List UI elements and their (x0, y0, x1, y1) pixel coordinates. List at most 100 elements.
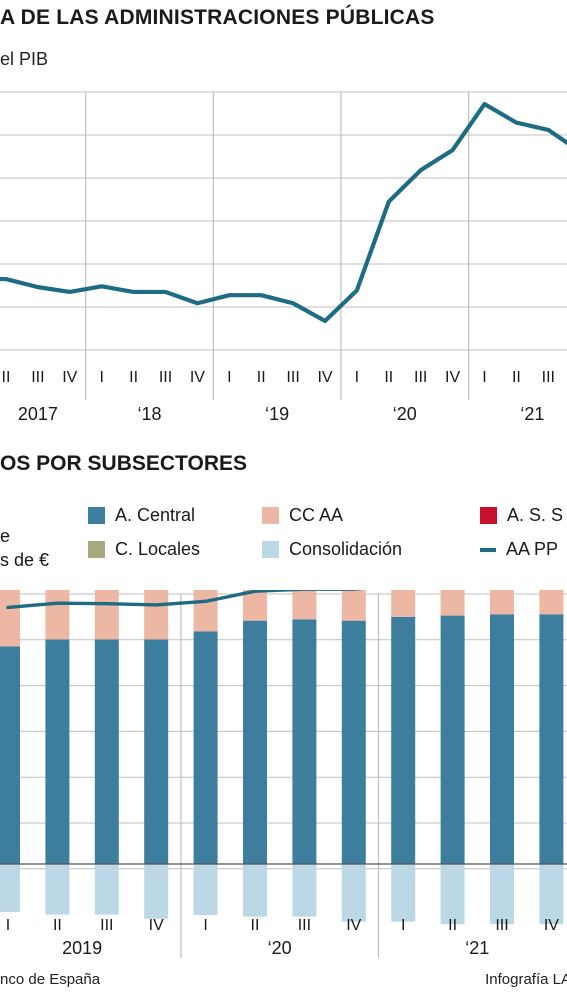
legend-item-ccaa: CC AA (262, 505, 343, 526)
bar-ccaa (341, 590, 366, 621)
bar-ccaa (490, 590, 514, 615)
bar-consolidacion (292, 864, 317, 917)
x-tick-label: III (298, 917, 311, 934)
x-tick-label: III (159, 369, 172, 386)
bar-consolidacion (490, 864, 514, 925)
bar-central (243, 620, 267, 864)
bar-ccaa (243, 590, 267, 621)
x-tick-label: II (448, 917, 457, 934)
bar-consolidacion (391, 864, 416, 922)
legend-swatch-consolidacion (262, 541, 279, 558)
legend-swatch-ass (480, 507, 497, 524)
bar-central (391, 616, 416, 864)
year-label: ‘21 (465, 938, 489, 958)
x-tick-label: IV (445, 369, 460, 386)
source-note: nco de España (0, 971, 101, 988)
bar-central (341, 620, 366, 864)
year-label: ‘20 (268, 938, 292, 958)
x-tick-label: IV (317, 369, 332, 386)
bar-central (94, 639, 119, 864)
aapp-line (6, 590, 364, 610)
debt-line-chart: IIIIIIVIIIIIIIVIIIIIIIVIIIIIIIVIIIIIIIV2… (0, 91, 567, 424)
legend-label-consolidacion: Consolidación (289, 539, 403, 559)
legend-label-aapp: AA PP (506, 539, 559, 559)
unit-label-line-2: s de € (0, 550, 50, 570)
bar-central (193, 631, 218, 864)
bar-ccaa (94, 590, 119, 640)
x-tick-label: I (6, 917, 10, 934)
year-label: 2017 (18, 404, 58, 424)
year-label: 2019 (62, 938, 102, 958)
x-tick-label: III (495, 917, 508, 934)
x-tick-label: III (31, 369, 44, 386)
x-tick-label: IV (190, 369, 205, 386)
chart-title: A DE LAS ADMINISTRACIONES PÚBLICAS (0, 6, 435, 29)
x-tick-label: I (355, 369, 359, 386)
bar-consolidacion (45, 864, 70, 915)
bar-central (539, 614, 564, 864)
legend-item-ass: A. S. S (480, 505, 563, 526)
x-tick-label: III (414, 369, 427, 386)
x-tick-label: III (100, 917, 113, 934)
bar-ccaa (45, 590, 70, 640)
x-tick-label: IV (544, 917, 559, 934)
legend-swatch-locales (88, 541, 105, 558)
bar-ccaa (193, 590, 218, 632)
bar-consolidacion (341, 864, 366, 922)
bar-consolidacion (243, 864, 267, 917)
bar-ccaa (391, 590, 416, 617)
year-label: ‘18 (138, 404, 162, 424)
credit-note: Infografía LA (485, 971, 567, 988)
bar-central (292, 619, 317, 864)
subsector-chart-title: OS POR SUBSECTORES (0, 452, 247, 475)
year-label: ‘20 (393, 404, 417, 424)
legend-label-central: A. Central (115, 505, 196, 525)
x-tick-label: III (286, 369, 299, 386)
x-tick-label: III (542, 369, 555, 386)
bar-ccaa (539, 590, 564, 615)
legend-swatch-ccaa (262, 507, 279, 524)
x-tick-label: II (53, 917, 62, 934)
unit-label: e s de € (0, 524, 49, 572)
x-tick-label: I (482, 369, 486, 386)
bar-consolidacion (0, 864, 20, 913)
bar-central (440, 615, 465, 864)
legend-swatch-central (88, 507, 105, 524)
unit-label-line-1: e (0, 526, 11, 546)
x-tick-label: II (384, 369, 393, 386)
bar-consolidacion (144, 864, 169, 919)
x-tick-label: II (129, 369, 138, 386)
legend-label-locales: C. Locales (115, 539, 201, 559)
bar-central (144, 639, 169, 864)
year-label: ‘21 (520, 404, 544, 424)
x-tick-label: II (257, 369, 266, 386)
bar-central (490, 614, 514, 864)
chart-subtitle: el PIB (0, 49, 49, 69)
x-tick-label: I (401, 917, 405, 934)
x-tick-label: II (251, 917, 260, 934)
year-label: ‘19 (265, 404, 289, 424)
bar-ccaa (292, 590, 317, 620)
legend-swatch-aapp (480, 547, 496, 552)
legend-label-ass: A. S. S (507, 505, 564, 525)
bar-central (45, 639, 70, 864)
x-tick-label: IV (346, 917, 361, 934)
x-tick-label: I (99, 369, 103, 386)
bar-consolidacion (440, 864, 465, 925)
bar-consolidacion (539, 864, 564, 925)
x-tick-label: I (203, 917, 207, 934)
bar-ccaa (0, 590, 20, 647)
bar-consolidacion (94, 864, 119, 915)
legend-item-consolidacion: Consolidación (262, 539, 402, 560)
legend-item-central: A. Central (88, 505, 195, 526)
legend-item-locales: C. Locales (88, 539, 200, 560)
debt-series-line (0, 101, 567, 324)
bar-ccaa (144, 590, 169, 640)
legend-label-ccaa: CC AA (289, 505, 344, 525)
bar-ccaa (440, 590, 465, 616)
x-tick-label: IV (62, 369, 77, 386)
bar-consolidacion (193, 864, 218, 916)
bar-central (0, 646, 20, 864)
legend-item-aapp: AA PP (480, 539, 558, 560)
